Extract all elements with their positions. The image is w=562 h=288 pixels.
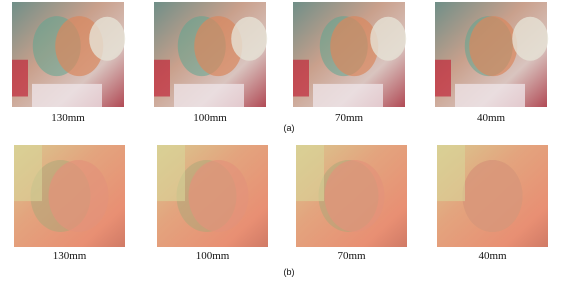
photo bbox=[435, 2, 548, 107]
left-red bbox=[293, 60, 309, 97]
photo bbox=[14, 145, 125, 247]
photo bbox=[296, 145, 407, 247]
baby-face-red bbox=[463, 160, 523, 232]
panel-label: (a) bbox=[284, 123, 295, 133]
map-corner bbox=[14, 145, 42, 201]
left-red bbox=[435, 60, 451, 97]
caption: 40mm bbox=[477, 112, 506, 124]
figure: 130mm 100mm 70mm 40mm (a) 130mm 100mm 70mm 40mm (… bbox=[0, 0, 562, 288]
map-corner bbox=[157, 145, 185, 201]
doll-dress bbox=[174, 84, 244, 107]
map-corner bbox=[296, 145, 324, 201]
baby-face-red bbox=[325, 160, 385, 232]
baby-face-red bbox=[49, 160, 109, 232]
caption: 130mm bbox=[51, 112, 85, 124]
caption: 70mm bbox=[335, 112, 364, 124]
baby-face-red bbox=[189, 160, 249, 232]
caption: 40mm bbox=[478, 250, 507, 262]
left-red bbox=[12, 60, 28, 97]
doll-dress bbox=[455, 84, 525, 107]
photo bbox=[157, 145, 268, 247]
doll-right bbox=[89, 17, 125, 61]
doll-face-red bbox=[330, 16, 378, 76]
doll-right bbox=[370, 17, 406, 61]
doll-dress bbox=[32, 84, 102, 107]
photo bbox=[293, 2, 406, 107]
photo bbox=[12, 2, 125, 107]
doll-right bbox=[512, 17, 548, 61]
caption: 100mm bbox=[196, 250, 230, 262]
map-corner bbox=[437, 145, 465, 201]
doll-face-red bbox=[469, 16, 517, 76]
caption: 100mm bbox=[193, 112, 227, 124]
caption: 130mm bbox=[53, 250, 87, 262]
doll-right bbox=[231, 17, 267, 61]
photo bbox=[154, 2, 267, 107]
photo bbox=[437, 145, 548, 247]
left-red bbox=[154, 60, 170, 97]
caption: 70mm bbox=[337, 250, 366, 262]
doll-dress bbox=[313, 84, 383, 107]
panel-label: (b) bbox=[284, 267, 295, 277]
